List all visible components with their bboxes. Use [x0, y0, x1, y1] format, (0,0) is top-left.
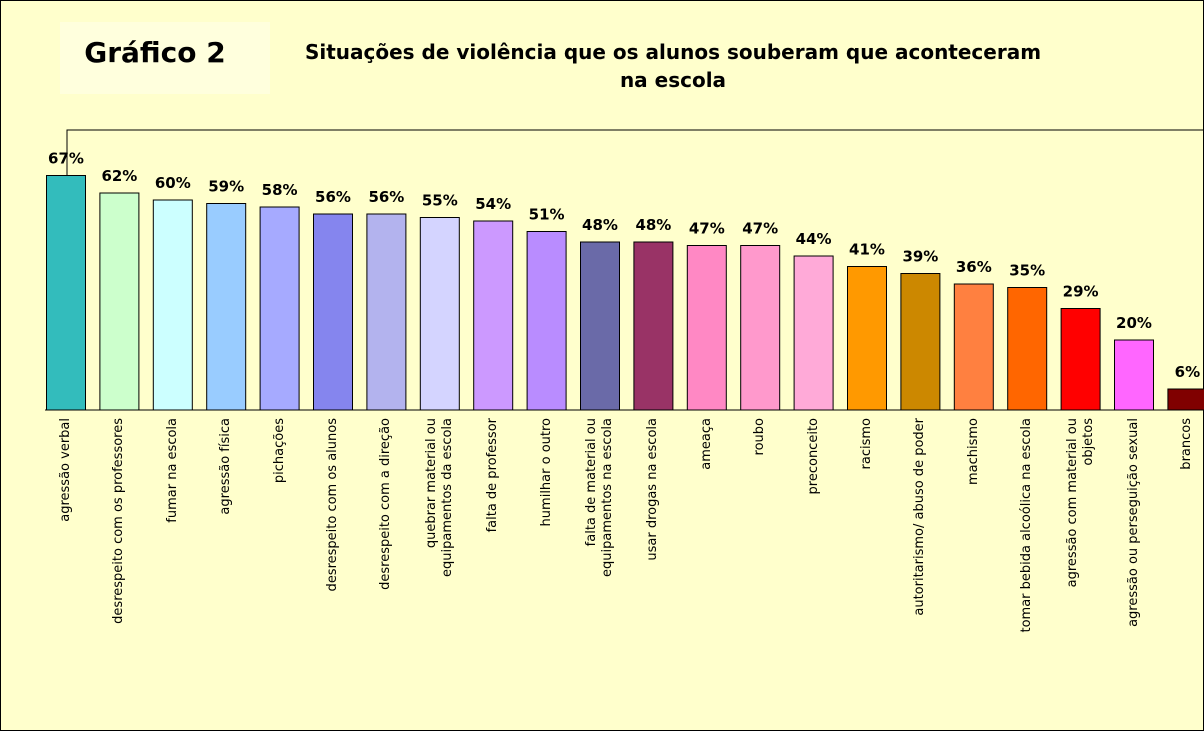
x-tick-label: desrespeito com os alunos: [325, 418, 340, 592]
x-tick-label: fumar na escola: [164, 418, 180, 523]
value-label: 54%: [475, 195, 511, 213]
chart-title: Situações de violência que os alunos sou…: [304, 40, 1042, 92]
value-label: 48%: [635, 216, 671, 234]
bar: [793, 255, 834, 411]
bar: [526, 231, 567, 411]
x-tick-label: racismo: [859, 418, 874, 470]
value-label: 44%: [796, 230, 832, 248]
bar: [847, 266, 887, 411]
value-label: 56%: [315, 188, 351, 206]
value-label: 60%: [155, 174, 191, 192]
value-label: 48%: [582, 216, 618, 234]
x-tick-label: ameaça: [698, 418, 714, 470]
x-tick-label: tomar bebida alcoólica na escola: [1019, 418, 1035, 633]
x-tick-label: usar drogas na escola: [645, 418, 661, 561]
value-label: 6%: [1175, 363, 1200, 381]
value-label: 29%: [1063, 283, 1099, 301]
value-label: 59%: [208, 178, 244, 196]
bar: [46, 175, 86, 411]
bar: [740, 245, 781, 411]
x-tick-label: brancos: [1179, 418, 1195, 470]
x-tick-label: roubo: [752, 418, 768, 456]
x-tick-label: agressão com material ou objetos: [1064, 418, 1096, 588]
x-tick-label: falta de material ou equipamentos na esc…: [584, 418, 615, 577]
value-label: 62%: [101, 167, 137, 185]
bar: [313, 213, 353, 411]
bar: [633, 241, 674, 411]
bar: [259, 206, 300, 411]
bar: [473, 220, 514, 411]
bar: [99, 192, 140, 411]
x-tick-label: humilhar o outro: [538, 418, 554, 527]
x-tick-label: quebrar material ou equipamentos da esco…: [423, 418, 455, 577]
value-label: 47%: [742, 220, 778, 238]
value-label: 58%: [262, 181, 298, 199]
value-label: 36%: [956, 258, 992, 276]
x-tick-label: agressão física: [218, 418, 234, 515]
x-tick-label: autoritarismo/ abuso de poder: [912, 418, 928, 616]
label-box: [60, 22, 270, 94]
value-label: 39%: [902, 248, 938, 266]
bar: [1007, 287, 1048, 411]
x-tick-label: falta de professor: [485, 418, 501, 533]
bar: [580, 241, 620, 411]
x-tick-label: preconceito: [805, 418, 821, 495]
value-label: 55%: [422, 192, 458, 210]
x-tick-label: pichações: [271, 418, 287, 484]
bar: [686, 245, 727, 411]
value-label: 67%: [48, 150, 84, 168]
bar: [1167, 388, 1204, 411]
bar: [206, 203, 247, 411]
x-tick-label: desrespeito com a direção: [378, 418, 394, 590]
bar: [953, 283, 994, 411]
bar: [152, 199, 193, 411]
value-label: 20%: [1116, 314, 1152, 332]
value-label: 47%: [689, 220, 725, 238]
bar: [1114, 339, 1154, 411]
chart-label: Gráfico 2: [84, 36, 226, 69]
x-tick-label: desrespeito com os professores: [111, 418, 127, 624]
bar: [1060, 308, 1101, 411]
x-tick-label: agressão ou perseguição sexual: [1126, 418, 1141, 627]
value-label: 41%: [849, 241, 885, 259]
bar: [900, 273, 941, 411]
value-label: 56%: [368, 188, 404, 206]
bar: [419, 217, 460, 411]
x-tick-label: machismo: [965, 418, 981, 486]
x-tick-label: agressão verbal: [58, 418, 73, 522]
value-label: 35%: [1009, 262, 1045, 280]
bar: [366, 213, 407, 411]
value-label: 51%: [529, 206, 565, 224]
